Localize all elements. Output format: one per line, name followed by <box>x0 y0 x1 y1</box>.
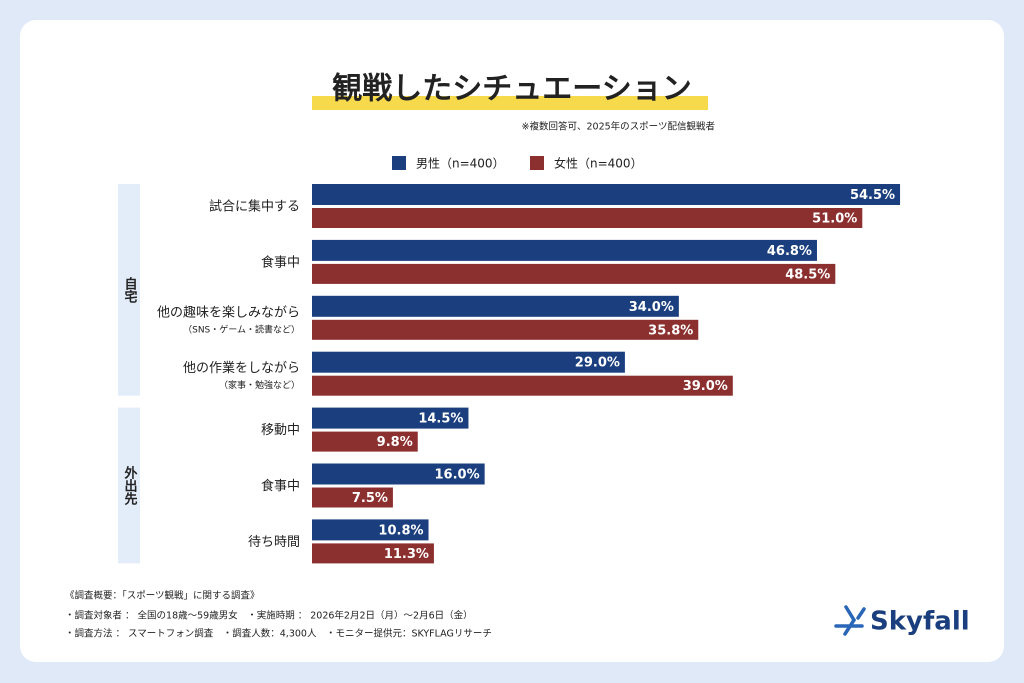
group-band <box>118 184 140 396</box>
legend-swatch <box>530 156 544 170</box>
bar <box>312 208 863 228</box>
category-label: 移動中 <box>261 423 300 438</box>
bar <box>312 519 429 541</box>
legend-label: 女性（n=400） <box>554 156 643 171</box>
value-label: 11.3% <box>384 547 429 562</box>
bar <box>312 487 393 508</box>
value-label: 35.8% <box>648 323 693 338</box>
bar <box>312 431 418 452</box>
group-label: 外出先 <box>122 465 139 506</box>
value-label: 29.0% <box>575 356 620 371</box>
group-band <box>118 407 140 564</box>
logo-icon <box>834 605 866 636</box>
group-label: 自宅 <box>122 276 138 304</box>
value-label: 51.0% <box>812 212 857 227</box>
value-label: 34.0% <box>629 300 674 315</box>
category-label: 待ち時間 <box>248 535 300 550</box>
value-label: 46.8% <box>767 244 812 259</box>
footer-line: ・調査対象者 ： 全国の18歳〜59歳男女 ・実施時期 ： 2026年2月2日（… <box>65 610 473 622</box>
category-label: 他の趣味を楽しみながら <box>157 304 300 320</box>
logo-text: Skyfall <box>870 607 970 637</box>
card <box>20 20 1004 662</box>
category-label: 食事中 <box>261 478 300 494</box>
bar <box>312 407 469 429</box>
value-label: 16.0% <box>435 468 480 483</box>
bar <box>312 351 625 373</box>
value-label: 14.5% <box>418 412 463 427</box>
legend-label: 男性（n=400） <box>416 157 505 171</box>
value-label: 48.5% <box>785 267 830 282</box>
bar <box>312 184 901 205</box>
footer-line: ・調査方法 ： スマートフォン調査 ・調査人数：4,300人 ・モニター提供元：… <box>65 628 492 640</box>
value-label: 9.8% <box>377 435 413 450</box>
value-label: 39.0% <box>683 379 728 394</box>
bar <box>312 375 733 396</box>
category-label: 試合に集中する <box>209 199 300 215</box>
value-label: 10.8% <box>378 523 423 538</box>
bar <box>312 263 836 284</box>
bar <box>312 319 699 340</box>
value-label: 54.5% <box>850 188 895 203</box>
chart-title: 観戦したシチュエーション <box>332 72 691 107</box>
title-highlight <box>312 96 708 110</box>
bar <box>312 543 434 564</box>
category-label: 他の作業をしながら <box>183 360 300 376</box>
footer-title: 《調査概要：「スポーツ観戦」に関する調査》 <box>65 590 260 602</box>
bar <box>312 463 485 485</box>
legend-swatch <box>392 156 406 170</box>
bar <box>312 239 817 261</box>
category-note: （家事・勉強など） <box>219 379 300 391</box>
value-label: 7.5% <box>352 491 388 506</box>
bar <box>312 295 679 317</box>
chart-note: ※複数回答可、2025年のスポーツ配信観戦者 <box>522 121 715 133</box>
category-note: （SNS・ゲーム・読書など） <box>183 323 300 335</box>
category-label: 食事中 <box>261 254 300 270</box>
